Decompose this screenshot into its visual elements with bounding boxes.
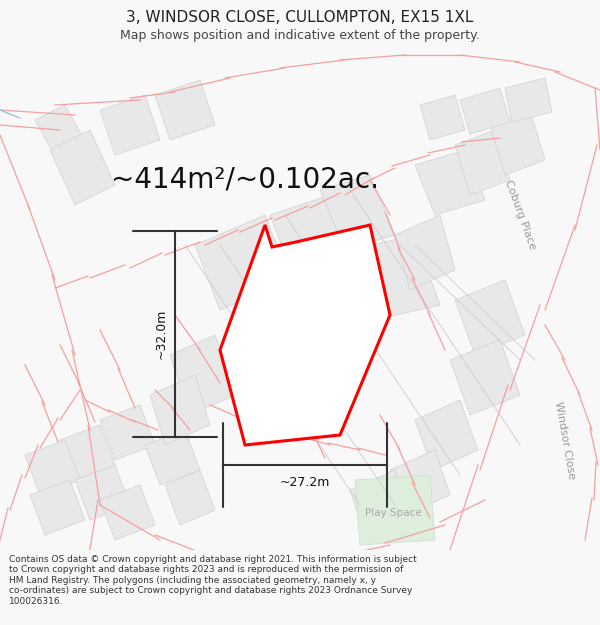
Text: ~27.2m: ~27.2m [280, 476, 330, 489]
Text: Play Space: Play Space [365, 508, 421, 518]
Polygon shape [350, 470, 410, 535]
Text: Coburg Place: Coburg Place [503, 179, 537, 251]
Polygon shape [415, 400, 478, 470]
Polygon shape [455, 280, 525, 355]
Polygon shape [415, 150, 485, 215]
Text: Map shows position and indicative extent of the property.: Map shows position and indicative extent… [120, 29, 480, 42]
Polygon shape [395, 215, 455, 290]
Polygon shape [390, 450, 450, 515]
Polygon shape [195, 215, 290, 310]
Polygon shape [350, 235, 440, 320]
Polygon shape [220, 225, 390, 445]
Polygon shape [75, 465, 130, 520]
Polygon shape [355, 475, 435, 545]
Polygon shape [420, 95, 465, 140]
Polygon shape [145, 430, 200, 485]
Polygon shape [50, 130, 115, 205]
Polygon shape [460, 88, 510, 134]
Polygon shape [35, 105, 90, 165]
Polygon shape [100, 95, 160, 155]
Text: Windsor Close: Windsor Close [553, 400, 577, 480]
Polygon shape [150, 375, 210, 445]
Polygon shape [60, 425, 115, 480]
Text: ~414m²/~0.102ac.: ~414m²/~0.102ac. [111, 166, 379, 194]
Polygon shape [320, 175, 395, 250]
Polygon shape [455, 130, 510, 195]
Polygon shape [450, 340, 520, 415]
Text: 3: 3 [298, 331, 318, 359]
Polygon shape [490, 110, 545, 175]
Text: Contains OS data © Crown copyright and database right 2021. This information is : Contains OS data © Crown copyright and d… [9, 555, 417, 606]
Polygon shape [100, 485, 155, 540]
Polygon shape [30, 480, 85, 535]
Polygon shape [505, 78, 552, 122]
Polygon shape [165, 470, 215, 525]
Polygon shape [170, 335, 235, 415]
Polygon shape [270, 195, 355, 280]
Polygon shape [155, 80, 215, 140]
Polygon shape [25, 440, 80, 495]
Text: ~32.0m: ~32.0m [155, 309, 167, 359]
Polygon shape [100, 405, 155, 460]
Text: 3, WINDSOR CLOSE, CULLOMPTON, EX15 1XL: 3, WINDSOR CLOSE, CULLOMPTON, EX15 1XL [127, 11, 473, 26]
